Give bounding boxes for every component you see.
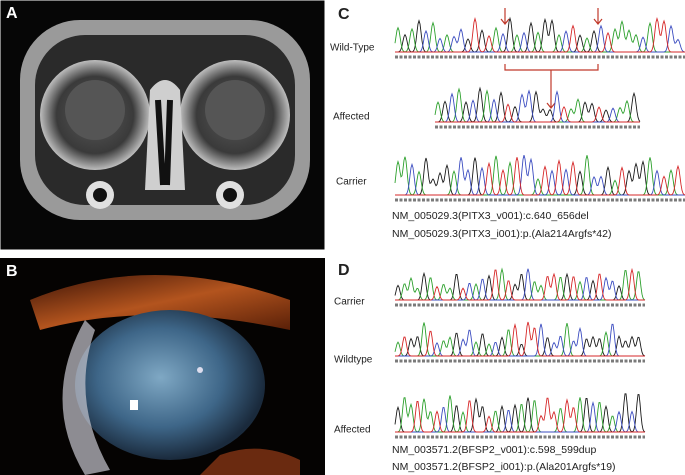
panel-label: C xyxy=(338,6,350,23)
trace xyxy=(395,16,685,53)
track-label: Carrier xyxy=(334,297,365,308)
panel-label: B xyxy=(6,263,18,280)
trace xyxy=(395,154,685,196)
track-label: Carrier xyxy=(336,177,367,188)
variant-note: NM_005029.3(PITX3_i001):p.(Ala214Argfs*4… xyxy=(392,228,611,240)
panel-label: A xyxy=(6,5,18,22)
trace xyxy=(394,155,685,196)
track-label: Wild-Type xyxy=(330,43,375,54)
trace xyxy=(395,397,645,433)
chromatograms xyxy=(394,16,685,439)
trace xyxy=(435,103,640,123)
trace xyxy=(395,157,685,196)
ct-image xyxy=(0,0,326,251)
eye-photo xyxy=(0,258,325,475)
trace xyxy=(395,157,685,196)
trace xyxy=(395,267,645,301)
deletion-marks xyxy=(500,8,603,109)
variant-note: NM_005029.3(PITX3_v001):c.640_656del xyxy=(392,210,589,222)
trace xyxy=(394,19,685,53)
track-label: Affected xyxy=(334,425,371,436)
trace xyxy=(435,86,641,123)
panel-label: D xyxy=(338,262,350,279)
trace xyxy=(395,321,645,357)
trace xyxy=(395,17,685,53)
variant-note: NM_003571.2(BFSP2_i001):p.(Ala201Argfs*1… xyxy=(392,461,616,473)
variant-note: NM_003571.2(BFSP2_v001):c.598_599dup xyxy=(392,444,596,456)
track-label: Wildtype xyxy=(334,355,373,366)
track-label: Affected xyxy=(333,112,370,123)
